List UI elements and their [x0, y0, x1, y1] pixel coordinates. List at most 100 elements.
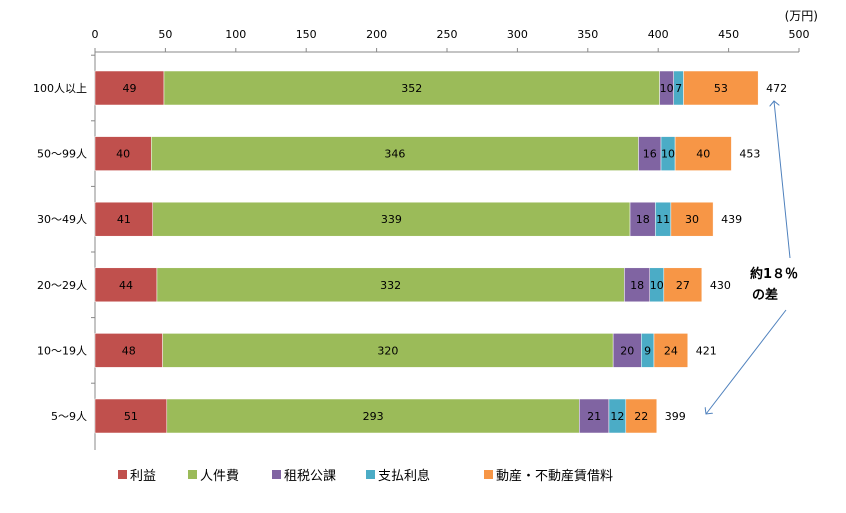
- bar-segment: [94, 398, 168, 434]
- x-tick-label: 50: [158, 28, 172, 41]
- data-label: 18: [630, 279, 644, 292]
- category-label: 5～9人: [51, 410, 87, 423]
- data-label: 10: [650, 279, 664, 292]
- bar-segment: [152, 201, 631, 237]
- data-label: 44: [119, 279, 133, 292]
- bar-segment: [625, 398, 658, 434]
- legend-swatch: [366, 470, 375, 479]
- data-label: 22: [634, 410, 648, 423]
- arrow-down: [706, 309, 787, 414]
- x-tick-label: 250: [437, 28, 458, 41]
- bar-segment: [94, 136, 152, 171]
- bar-row: 10～19人 48 320 20 9 24 421: [37, 317, 717, 368]
- bar-row: 100人以上 49 352 10 7 53 472: [33, 54, 787, 106]
- bar-row: 50～99人 40 346 16 10 40 453: [37, 120, 760, 171]
- bar-segment: [94, 201, 153, 237]
- data-label: 30: [685, 213, 699, 226]
- data-label: 9: [644, 344, 651, 357]
- legend: 利益 人件費 租税公課 支払利息 動産・不動産賃借料: [118, 468, 613, 484]
- x-tick-label: 0: [92, 28, 99, 41]
- legend-label: 利益: [130, 469, 156, 484]
- bar-segment: [166, 398, 580, 434]
- bar-segment: [674, 136, 732, 171]
- data-label: 51: [124, 410, 138, 423]
- total-label: 430: [710, 279, 731, 292]
- data-label: 12: [610, 410, 624, 423]
- legend-swatch: [272, 470, 281, 479]
- bar-row: 30～49人 41 339 18 11 30 439: [37, 185, 742, 237]
- data-label: 40: [696, 148, 710, 161]
- legend-item: 租税公課: [272, 468, 336, 484]
- arrow-up: [774, 101, 791, 259]
- data-label: 10: [661, 148, 675, 161]
- legend-swatch: [118, 470, 127, 479]
- x-tick-label: 150: [296, 28, 317, 41]
- data-label: 332: [380, 279, 401, 292]
- annotation-line2: の差: [752, 287, 778, 303]
- bar-segment: [579, 398, 610, 434]
- data-label: 10: [660, 82, 674, 95]
- x-tick-label: 350: [577, 28, 598, 41]
- data-label: 53: [714, 82, 728, 95]
- bar-segment: [151, 136, 639, 171]
- data-label: 20: [620, 344, 634, 357]
- bar-segment: [683, 70, 759, 106]
- data-label: 7: [675, 82, 682, 95]
- data-label: 41: [117, 213, 131, 226]
- bar-segment: [94, 333, 163, 368]
- legend-swatch: [188, 470, 197, 479]
- legend-label: 動産・不動産賃借料: [496, 468, 613, 484]
- x-tick-label: 400: [648, 28, 669, 41]
- legend-label: 支払利息: [378, 468, 430, 484]
- x-tick-label: 450: [718, 28, 739, 41]
- bar-row: 5～9人 51 293 21 12 22 399: [51, 382, 686, 434]
- bar-segment: [629, 201, 656, 237]
- legend-item: 利益: [118, 469, 156, 484]
- unit-label: (万円): [785, 9, 818, 23]
- legend-item: 動産・不動産賃借料: [484, 468, 613, 484]
- annotation-line1: 約1８％: [750, 266, 798, 282]
- total-label: 399: [665, 410, 686, 423]
- total-label: 421: [696, 344, 717, 357]
- category-label: 30～49人: [37, 213, 87, 226]
- annotation: 約1８％ の差: [706, 101, 798, 414]
- data-label: 352: [401, 82, 422, 95]
- category-label: 20～29人: [37, 279, 87, 292]
- x-axis: 0 50 100 150 200 250 300 350 400 450 500: [92, 28, 810, 450]
- data-label: 320: [377, 344, 398, 357]
- x-tick-label: 300: [507, 28, 528, 41]
- bar-segment: [94, 267, 158, 303]
- bar-segment: [653, 333, 689, 368]
- category-label: 10～19人: [37, 344, 87, 357]
- x-tick-label: 500: [789, 28, 810, 41]
- bar-segment: [663, 267, 703, 303]
- bar-segment: [670, 201, 714, 237]
- category-label: 50～99人: [37, 148, 87, 161]
- legend-label: 租税公課: [284, 468, 336, 484]
- bar-segment: [162, 333, 614, 368]
- legend-label: 人件費: [200, 469, 239, 484]
- data-label: 346: [384, 148, 405, 161]
- data-label: 48: [122, 344, 136, 357]
- bar-segment: [94, 70, 165, 106]
- data-label: 293: [363, 410, 384, 423]
- data-label: 40: [116, 148, 130, 161]
- data-label: 339: [381, 213, 402, 226]
- legend-item: 支払利息: [366, 468, 430, 484]
- data-label: 18: [636, 213, 650, 226]
- x-tick-label: 100: [225, 28, 246, 41]
- total-label: 453: [739, 148, 760, 161]
- category-label: 100人以上: [33, 82, 87, 95]
- x-tick-label: 200: [366, 28, 387, 41]
- bar-segment: [612, 333, 642, 368]
- total-label: 472: [766, 82, 787, 95]
- data-label: 27: [676, 279, 690, 292]
- legend-item: 人件費: [188, 469, 239, 484]
- data-label: 16: [643, 148, 657, 161]
- total-label: 439: [721, 213, 742, 226]
- bar-segment: [156, 267, 625, 303]
- data-label: 49: [122, 82, 136, 95]
- legend-swatch: [484, 470, 493, 479]
